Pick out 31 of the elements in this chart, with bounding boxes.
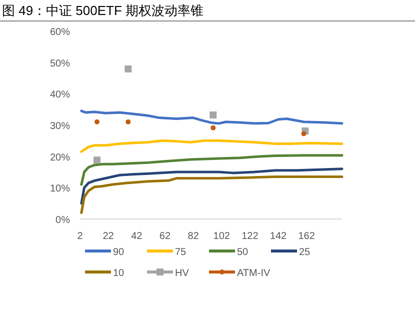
y-tick-label: 50% (50, 58, 70, 70)
y-tick-label: 30% (50, 121, 70, 132)
legend-label: HV (175, 268, 190, 279)
x-tick-label: 102 (213, 231, 230, 242)
x-tick-label: 42 (131, 231, 143, 242)
point (210, 111, 217, 118)
point (126, 119, 131, 124)
chart-title: 图 49：中证 500ETF 期权波动率锥 (2, 3, 204, 18)
x-tick-label: 22 (102, 231, 114, 242)
legend-label: 25 (299, 247, 311, 258)
x-tick-label: 142 (270, 231, 288, 242)
x-tick-label: 162 (298, 231, 316, 242)
y-tick-label: 40% (50, 90, 70, 101)
legend-label: ATM-IV (237, 268, 270, 279)
y-tick-label: 10% (50, 184, 70, 195)
legend-label: 50 (237, 247, 249, 258)
point (94, 119, 100, 124)
y-tick-label: 60% (50, 27, 70, 38)
x-tick-label: 122 (242, 231, 259, 242)
x-tick-label: 82 (188, 231, 200, 242)
x-tick-label: 2 (77, 231, 84, 242)
point (210, 125, 216, 130)
point (124, 65, 132, 72)
point (93, 156, 100, 164)
y-tick-label: 0% (56, 215, 70, 226)
x-tick-label: 62 (159, 231, 171, 242)
legend-label: 10 (113, 268, 125, 279)
legend-label: 90 (113, 247, 125, 258)
y-tick-label: 20% (50, 152, 70, 164)
point (301, 131, 306, 136)
legend-label: 75 (175, 247, 187, 258)
